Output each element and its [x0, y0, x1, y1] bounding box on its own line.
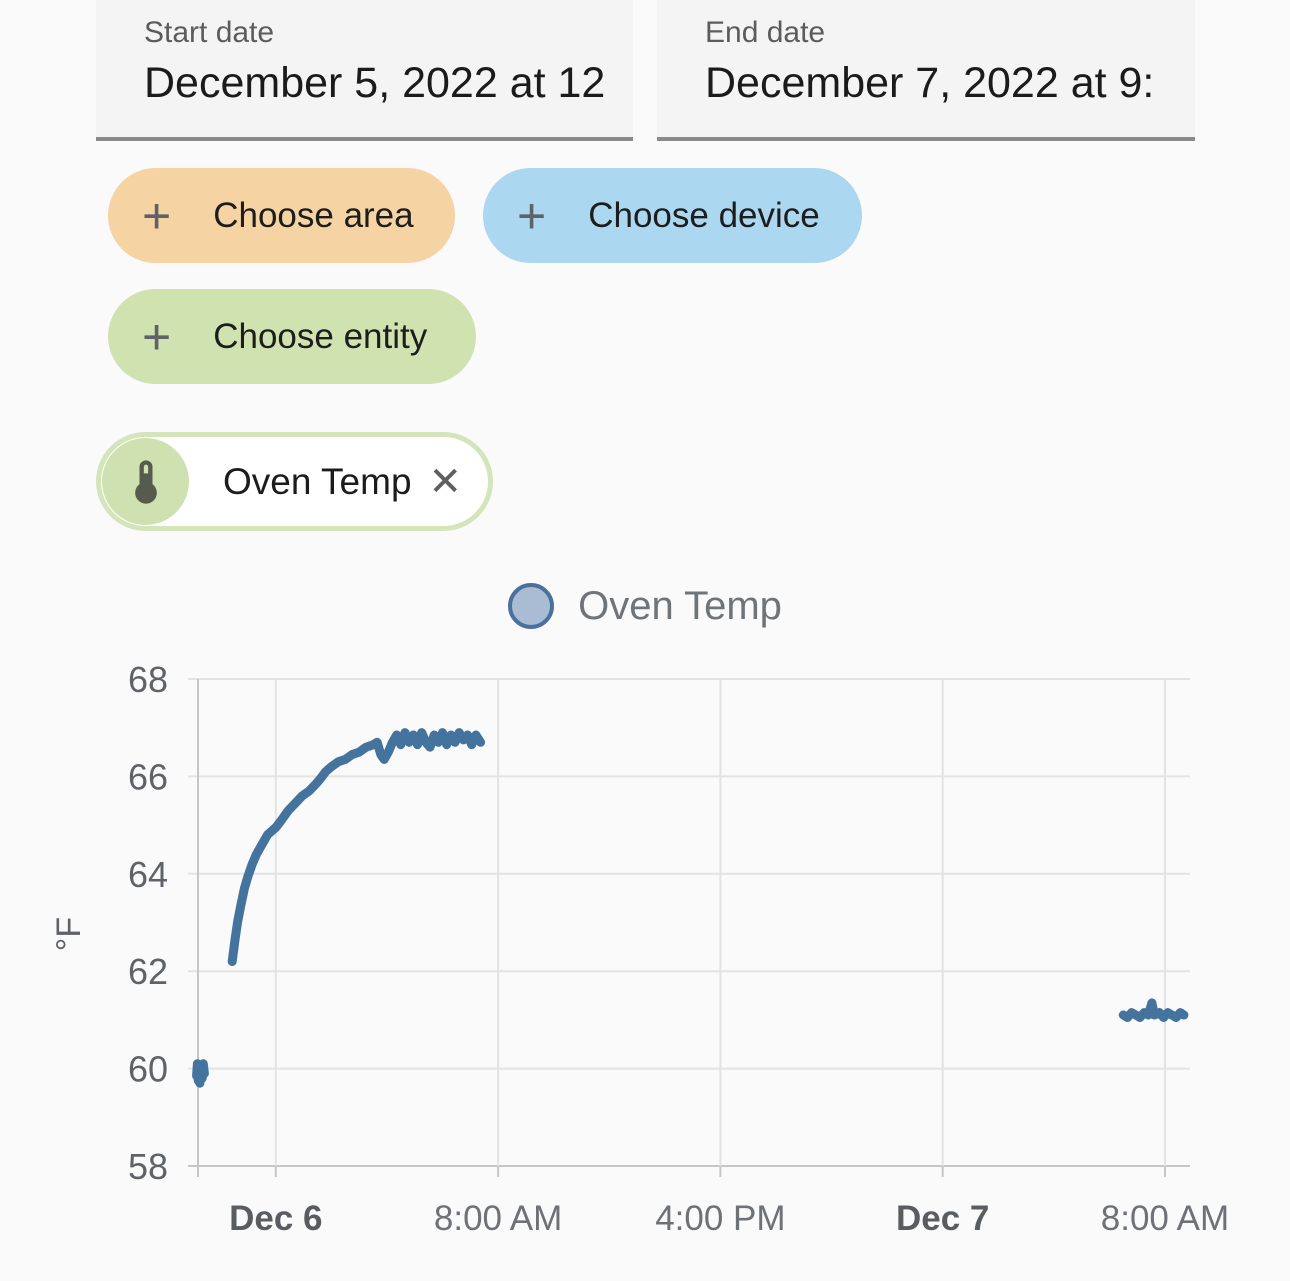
entity-icon-circle: [102, 438, 189, 525]
selected-entity-label: Oven Temp: [223, 460, 412, 502]
plus-icon: +: [517, 187, 547, 244]
choose-entity-label: Choose entity: [213, 316, 428, 356]
y-tick-label: 64: [128, 854, 168, 895]
y-tick-label: 62: [128, 951, 168, 992]
x-tick-label: Dec 6: [229, 1199, 322, 1238]
y-tick-label: 58: [128, 1146, 168, 1187]
end-date-value: December 7, 2022 at 9:: [705, 59, 1155, 107]
history-chart[interactable]: 58 60 62 64 66 68 Dec 6 8:00 AM 4:00 PM Dec 7 8:00…: [0, 652, 1290, 1281]
thermometer-icon: [134, 459, 157, 504]
chart-legend: Oven Temp: [0, 580, 1290, 632]
series-oven-temp: [227, 728, 486, 966]
x-tick-label: 8:00 AM: [434, 1199, 562, 1238]
y-tick-label: 66: [128, 756, 168, 797]
y-tick-label: 60: [128, 1049, 168, 1090]
series-oven-temp: [192, 1059, 209, 1088]
y-axis-title: °F: [50, 917, 88, 951]
choose-device-label: Choose device: [588, 195, 820, 235]
end-date-label: End date: [705, 16, 826, 49]
choose-area-label: Choose area: [213, 195, 414, 235]
y-tick-label: 68: [128, 659, 168, 700]
choose-entity-button[interactable]: + Choose entity: [108, 289, 476, 384]
series-oven-temp: [1118, 998, 1189, 1022]
history-chart-svg[interactable]: 58 60 62 64 66 68 Dec 6 8:00 AM 4:00 PM Dec 7 8:00…: [0, 652, 1290, 1281]
choose-device-button[interactable]: + Choose device: [483, 168, 862, 263]
plus-icon: +: [142, 187, 172, 244]
plus-icon: +: [142, 308, 172, 365]
x-tick-label: Dec 7: [896, 1199, 989, 1238]
legend-marker-icon: [508, 583, 555, 629]
start-date-value: December 5, 2022 at 12: [144, 59, 606, 107]
legend-label: Oven Temp: [578, 583, 782, 628]
start-date-field[interactable]: Start date December 5, 2022 at 12: [96, 0, 633, 141]
legend-item-oven-temp[interactable]: Oven Temp: [508, 583, 782, 629]
end-date-field[interactable]: End date December 7, 2022 at 9:: [657, 0, 1195, 141]
choose-area-button[interactable]: + Choose area: [108, 168, 455, 263]
selected-entity-chip[interactable]: Oven Temp ✕: [96, 432, 493, 531]
close-icon[interactable]: ✕: [428, 459, 462, 504]
x-tick-label: 8:00 AM: [1101, 1199, 1229, 1238]
start-date-label: Start date: [144, 16, 275, 49]
x-tick-label: 4:00 PM: [655, 1199, 785, 1238]
